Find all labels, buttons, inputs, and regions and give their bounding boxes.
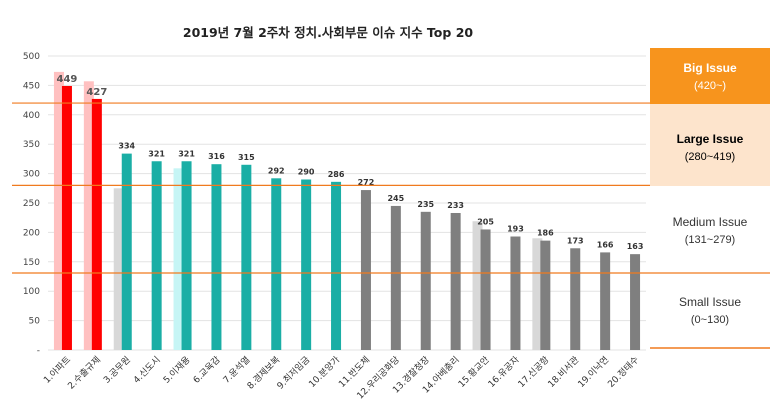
y-tick-label: 200 [23,228,40,238]
bar [540,240,551,350]
bar [480,229,491,350]
data-label: 163 [627,242,644,251]
data-label: 290 [298,167,315,176]
threshold-lines [12,102,770,349]
data-label: 334 [118,142,135,151]
bar [331,181,342,350]
x-tick-label: 7.윤석열 [221,354,252,385]
bar [121,153,132,350]
bar [630,254,641,350]
y-tick-label: 450 [23,81,40,91]
bar-previous [173,168,184,350]
x-tick-label: 20.정태수 [606,354,641,389]
data-label: 186 [537,229,554,238]
data-label: 449 [57,74,78,85]
legend-big-box [650,48,770,104]
legend-small-label: Small Issue [679,295,741,309]
y-tick-label: 350 [23,140,40,150]
data-label: 286 [328,170,345,179]
x-tick-label: 10.분양가 [307,354,342,389]
data-label: 272 [358,178,375,187]
legend-big-range: (420~) [694,80,726,92]
x-tick-label: 2.수출규제 [66,354,103,391]
data-label: 233 [447,201,464,210]
x-tick-label: 9.최저임금 [274,354,312,392]
x-tick-label: 6.교육감 [190,354,222,386]
x-tick-label: 1.아파트 [42,354,73,385]
legend-large-range: (280~419) [685,151,735,163]
bar-previous [53,71,64,350]
data-label: 193 [507,225,524,234]
bar [151,161,162,350]
data-label: 316 [208,152,225,161]
bar-previous [472,221,483,350]
data-label: 321 [178,149,195,158]
legend-small-range: (0~130) [691,314,729,326]
bars [53,71,641,350]
grid [48,55,646,351]
y-tick-label: 50 [29,317,41,327]
x-tick-label: 3.공무원 [101,354,132,385]
legend-medium-range: (131~279) [685,234,735,246]
bar [390,205,401,350]
legend-large-label: Large Issue [677,132,744,146]
x-tick-label: 4.신도시 [131,354,162,385]
bar [181,161,192,350]
bar [211,164,222,350]
bar [91,98,102,350]
y-tick-label: 500 [23,52,40,62]
data-label: 315 [238,153,255,162]
y-tick-label: 400 [23,111,40,121]
data-label: 292 [268,166,285,175]
bar-previous [532,238,543,350]
x-tick-label: 15.황교안 [456,354,491,389]
bar [510,236,521,350]
data-label: 205 [477,217,494,226]
x-tick-label: 18.비서관 [546,354,581,389]
y-tick-label: - [37,346,40,356]
x-tick-label: 17.신공항 [516,354,551,389]
bar [600,252,611,350]
y-tick-label: 100 [23,287,40,297]
issue-legend: Big Issue (420~) Large Issue (280~419) M… [650,48,770,326]
bar [420,211,431,350]
data-label: 427 [86,87,107,98]
legend-big-label: Big Issue [683,61,737,75]
chart-title: 2019년 7월 2주차 정치.사회부문 이슈 지수 Top 20 [183,25,473,40]
x-tick-label: 19.이낙연 [576,354,611,389]
data-label: 245 [387,194,404,203]
x-tick-label: 5.이재용 [161,354,192,385]
legend-large-box [650,104,770,186]
data-label: 235 [417,200,434,209]
legend-medium-label: Medium Issue [673,215,748,229]
data-label: 166 [597,240,614,249]
bar [570,248,581,350]
bar [360,190,371,350]
bar [241,164,252,350]
x-tick-label: 16.유공자 [486,354,522,390]
bar [450,212,461,350]
y-axis-ticks: - 50 100 150 200 250 300 350 400 450 500 [23,52,40,356]
data-label: 321 [148,149,165,158]
bar [61,85,72,350]
data-label: 173 [567,236,584,245]
bar-previous [113,188,124,350]
bar [301,179,312,350]
y-tick-label: 250 [23,199,40,209]
y-tick-label: 300 [23,170,40,180]
bar-previous [83,81,94,350]
y-tick-label: 150 [23,258,40,268]
data-labels: 449 427 334 321 321 316 315 292 290 286 272 245 235 2… [57,74,644,251]
bar [271,178,282,350]
